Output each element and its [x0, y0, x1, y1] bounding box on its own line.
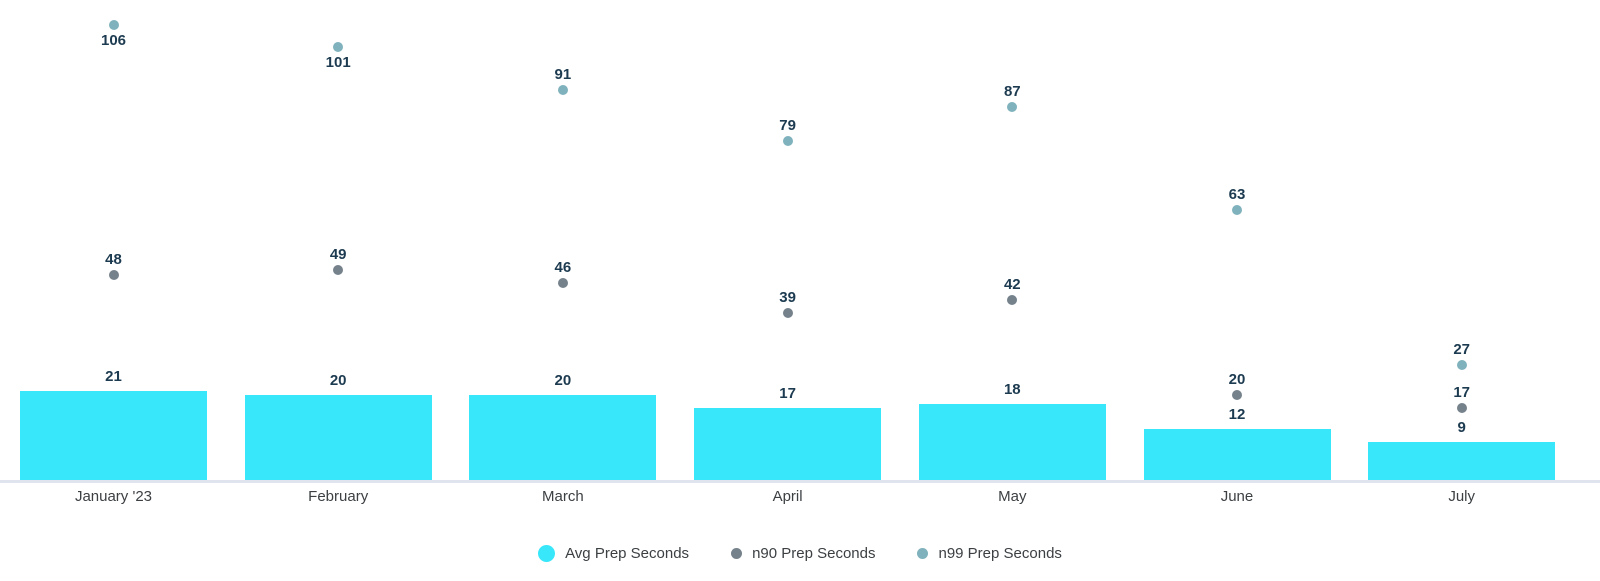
bar-value-label-may: 18 [1003, 380, 1021, 398]
n90-dot-february[interactable] [333, 265, 344, 276]
n99-dot-april[interactable] [782, 136, 793, 147]
x-axis-label-may: May [998, 488, 1027, 505]
n90-dot-april[interactable] [782, 308, 793, 319]
x-axis-label-february: February [308, 488, 369, 505]
n90-value-label-may: 42 [1003, 276, 1021, 294]
x-axis-line [0, 480, 1600, 483]
n99-value-label-may: 87 [1003, 82, 1021, 100]
n90-value-label-february: 49 [329, 246, 347, 264]
legend-item-n90-prep-seconds[interactable]: n90 Prep Seconds [731, 545, 875, 562]
bar-value-label-march: 20 [554, 372, 572, 389]
n90-value-label-july: 17 [1453, 383, 1471, 401]
bar-july[interactable] [1368, 442, 1556, 481]
bar-value-label-february: 20 [329, 372, 347, 389]
n99-dot-march[interactable] [557, 84, 568, 95]
n99-dot-july[interactable] [1456, 359, 1467, 370]
bar-may[interactable] [918, 403, 1106, 481]
legend-label-n99-prep-seconds: n99 Prep Seconds [938, 544, 1062, 562]
n99-value-label-march: 91 [554, 65, 572, 83]
bar-value-label-january-23: 21 [105, 367, 122, 385]
legend-label-n90-prep-seconds: n90 Prep Seconds [752, 544, 876, 562]
n90-dot-january-23[interactable] [108, 269, 119, 280]
bar-june[interactable] [1143, 429, 1331, 481]
x-axis-label-june: June [1220, 488, 1254, 505]
n90-dot-march[interactable] [557, 278, 568, 289]
n99-prep-seconds-legend-marker-icon [917, 547, 929, 559]
n90-value-label-june: 20 [1228, 371, 1246, 388]
n90-dot-july[interactable] [1456, 402, 1467, 413]
n99-dot-february[interactable] [333, 41, 344, 52]
x-axis-label-april: April [772, 488, 803, 505]
legend-item-n99-prep-seconds[interactable]: n99 Prep Seconds [917, 544, 1062, 562]
bar-april[interactable] [694, 407, 882, 481]
n99-value-label-july: 27 [1453, 340, 1471, 358]
legend-item-avg-prep-seconds[interactable]: Avg Prep Seconds [538, 544, 690, 562]
n99-dot-june[interactable] [1232, 205, 1242, 216]
n99-dot-may[interactable] [1007, 101, 1018, 112]
x-axis-label-march: March [542, 488, 584, 505]
n99-value-label-june: 63 [1228, 186, 1246, 204]
n99-value-label-april: 79 [779, 117, 796, 135]
x-axis-label-july: July [1448, 488, 1476, 505]
x-axis-label-january-23: January '23 [74, 488, 153, 505]
n90-dot-may[interactable] [1007, 295, 1018, 306]
n99-dot-january-23[interactable] [108, 20, 119, 31]
n90-dot-june[interactable] [1232, 390, 1242, 400]
n99-value-label-january-23: 106 [100, 32, 127, 50]
n90-value-label-march: 46 [554, 259, 572, 277]
legend: Avg Prep Seconds n90 Prep Seconds n99 Pr… [0, 540, 1600, 566]
bar-march[interactable] [469, 395, 657, 481]
legend-label-avg-prep-seconds: Avg Prep Seconds [565, 544, 690, 562]
bar-value-label-june: 12 [1228, 406, 1246, 424]
bar-february[interactable] [244, 395, 432, 481]
n90-prep-seconds-legend-marker-icon [731, 547, 743, 559]
bar-value-label-july: 9 [1457, 419, 1466, 437]
n90-value-label-january-23: 48 [105, 250, 122, 268]
avg-prep-seconds-legend-marker-icon [538, 544, 556, 562]
bar-value-label-april: 17 [779, 384, 796, 402]
bar-january-23[interactable] [20, 390, 207, 481]
n90-value-label-april: 39 [779, 289, 796, 307]
n99-value-label-february: 101 [325, 53, 351, 71]
